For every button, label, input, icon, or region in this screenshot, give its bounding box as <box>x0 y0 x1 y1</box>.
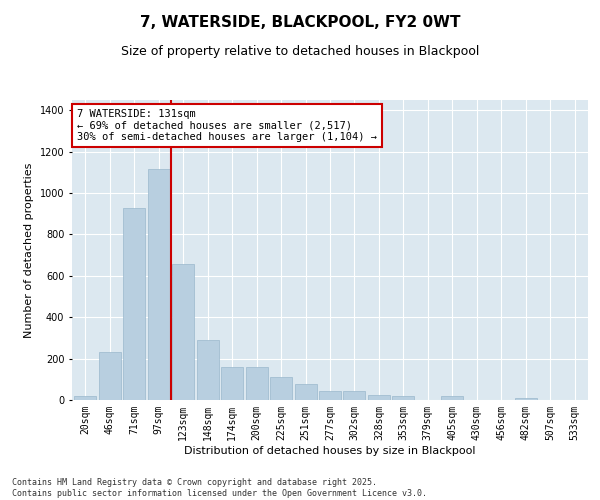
Bar <box>172 264 194 400</box>
Text: 7 WATERSIDE: 131sqm
← 69% of detached houses are smaller (2,517)
30% of semi-det: 7 WATERSIDE: 131sqm ← 69% of detached ho… <box>77 109 377 142</box>
Bar <box>319 392 341 400</box>
Bar <box>368 395 390 400</box>
Bar <box>74 396 97 400</box>
Bar <box>99 352 121 400</box>
Text: Size of property relative to detached houses in Blackpool: Size of property relative to detached ho… <box>121 45 479 58</box>
Bar <box>221 367 243 400</box>
Bar <box>270 377 292 400</box>
Text: Contains HM Land Registry data © Crown copyright and database right 2025.
Contai: Contains HM Land Registry data © Crown c… <box>12 478 427 498</box>
Bar <box>245 367 268 400</box>
Bar <box>441 396 463 400</box>
X-axis label: Distribution of detached houses by size in Blackpool: Distribution of detached houses by size … <box>184 446 476 456</box>
Bar <box>197 340 219 400</box>
Y-axis label: Number of detached properties: Number of detached properties <box>24 162 34 338</box>
Bar <box>515 398 536 400</box>
Bar <box>124 208 145 400</box>
Text: 7, WATERSIDE, BLACKPOOL, FY2 0WT: 7, WATERSIDE, BLACKPOOL, FY2 0WT <box>140 15 460 30</box>
Bar <box>295 384 317 400</box>
Bar <box>343 392 365 400</box>
Bar <box>148 170 170 400</box>
Bar <box>392 396 415 400</box>
